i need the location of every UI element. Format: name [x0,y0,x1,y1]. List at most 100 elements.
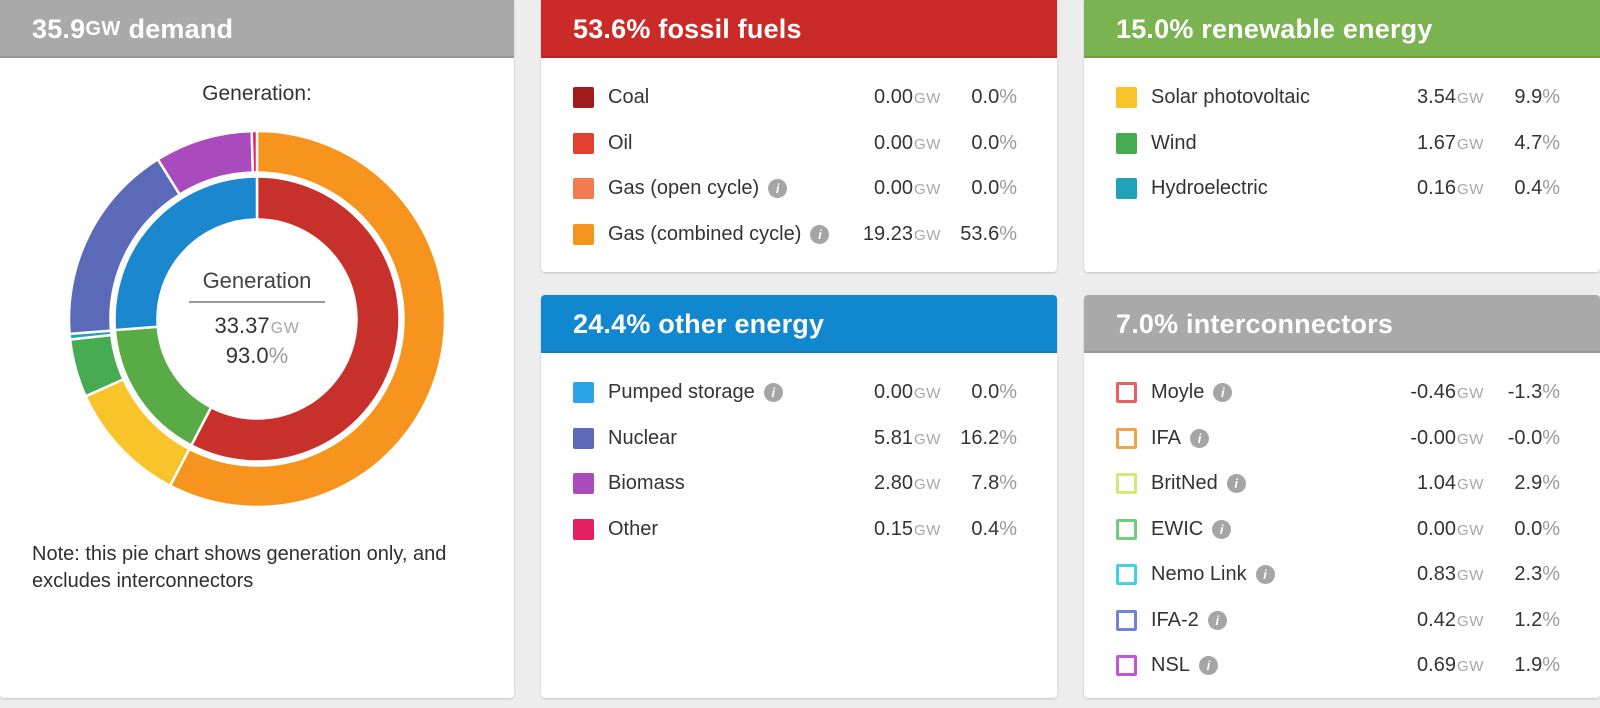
demand-value: 35.9 [32,13,86,44]
source-percent-value: 7.8% [971,472,1017,495]
demand-unit: GW [85,17,121,40]
source-percent-value: 53.6% [960,222,1017,245]
color-swatch-icon [573,427,594,449]
renewable-energy-rows: Solar photovoltaic 3.54GW 9.9% Wind 1.67… [1084,58,1600,212]
row-oil: Oil 0.00GW 0.0% [573,121,1017,167]
other-energy-header: 24.4% other energy [541,295,1057,353]
color-swatch-icon [573,382,594,404]
source-percent-value: 2.9% [1514,472,1560,495]
source-gw-value: 0.00GW [874,177,941,200]
info-icon[interactable]: i [1207,610,1227,630]
source-gw-value: 1.67GW [1417,131,1484,154]
info-icon[interactable]: i [1255,565,1275,585]
color-swatch-icon [1116,382,1137,404]
source-gw-value: 5.81GW [874,426,941,449]
source-label: Gas (combined cycle) [608,222,802,245]
row-gas-open-cycle-: Gas (open cycle) i 0.00GW 0.0% [573,166,1017,212]
row-hydroelectric: Hydroelectric 0.16GW 0.4% [1116,166,1560,212]
row-other: Other 0.15GW 0.4% [573,507,1017,553]
color-swatch-icon [573,87,594,109]
source-percent-value: 0.0% [1514,517,1560,540]
color-swatch-icon [1116,87,1137,109]
interconnectors-header: 7.0% interconnectors [1084,295,1600,353]
row-pumped-storage: Pumped storage i 0.00GW 0.0% [573,370,1017,416]
other-energy-panel: 24.4% other energy Pumped storage i 0.00… [541,295,1057,698]
source-label: Wind [1151,131,1197,154]
row-ewic: EWIC i 0.00GW 0.0% [1116,507,1560,553]
source-percent-value: 0.4% [1514,177,1560,200]
source-gw-value: 0.00GW [1417,517,1484,540]
color-swatch-icon [573,132,594,154]
row-ifa: IFA i -0.00GW -0.0% [1116,416,1560,462]
source-label: Gas (open cycle) [608,177,760,200]
source-gw-value: 0.83GW [1417,563,1484,586]
color-swatch-icon [1116,518,1137,540]
source-label: Solar photovoltaic [1151,86,1310,109]
source-percent-value: 0.0% [971,177,1017,200]
color-swatch-icon [1116,609,1137,631]
source-percent-value: 1.2% [1514,608,1560,631]
interconnectors-rows: Moyle i -0.46GW -1.3% IFA i -0.00GW -0.0… [1084,353,1600,689]
source-label: Biomass [608,472,685,495]
source-percent-value: -1.3% [1507,381,1560,404]
source-gw-value: 0.42GW [1417,608,1484,631]
demand-panel-header: 35.9 GW demand [0,0,514,58]
fossil-fuels-panel: 53.6% fossil fuels Coal 0.00GW 0.0% Oil … [541,0,1057,272]
row-biomass: Biomass 2.80GW 7.8% [573,461,1017,507]
source-label: IFA [1151,426,1182,449]
source-label: IFA-2 [1151,608,1199,631]
source-label: Moyle [1151,381,1205,404]
color-swatch-icon [573,223,594,245]
source-label: Nuclear [608,426,677,449]
row-solar-photovoltaic: Solar photovoltaic 3.54GW 9.9% [1116,75,1560,121]
info-icon[interactable]: i [1226,474,1246,494]
info-icon[interactable]: i [1198,656,1218,676]
donut-segment-gas-combined-cycle- [168,129,447,509]
info-icon[interactable]: i [768,179,788,199]
source-percent-value: 16.2% [960,426,1017,449]
donut-segment-fossil-fuels [189,175,401,463]
interconnectors-panel: 7.0% interconnectors Moyle i -0.46GW -1.… [1084,295,1600,698]
source-gw-value: 2.80GW [874,472,941,495]
source-label: Nemo Link [1151,563,1247,586]
row-ifa-2: IFA-2 i 0.42GW 1.2% [1116,598,1560,644]
other-energy-rows: Pumped storage i 0.00GW 0.0% Nuclear 5.8… [541,353,1057,552]
source-gw-value: 0.15GW [874,517,941,540]
info-icon[interactable]: i [810,224,830,244]
donut-svg [67,129,447,509]
color-swatch-icon [1116,564,1137,586]
source-percent-value: -0.0% [1507,426,1560,449]
source-gw-value: 0.16GW [1417,177,1484,200]
info-icon[interactable]: i [1212,519,1232,539]
color-swatch-icon [1116,427,1137,449]
row-nemo-link: Nemo Link i 0.83GW 2.3% [1116,552,1560,598]
source-gw-value: 3.54GW [1417,86,1484,109]
source-gw-value: -0.00GW [1410,426,1484,449]
info-icon[interactable]: i [1213,383,1233,403]
row-nuclear: Nuclear 5.81GW 16.2% [573,416,1017,462]
donut-segment-other-energy [113,175,259,332]
color-swatch-icon [573,178,594,200]
generation-donut-chart[interactable]: Generation 33.37GW 93.0% [61,123,453,515]
source-label: BritNed [1151,472,1218,495]
color-swatch-icon [1116,473,1137,495]
source-gw-value: 19.23GW [862,222,941,245]
source-gw-value: 0.69GW [1417,654,1484,677]
pie-chart-note: Note: this pie chart shows generation on… [32,543,447,592]
source-percent-value: 9.9% [1514,86,1560,109]
renewable-energy-header: 15.0% renewable energy [1084,0,1600,58]
color-swatch-icon [573,473,594,495]
source-label: Hydroelectric [1151,177,1268,200]
color-swatch-icon [1116,655,1137,677]
source-percent-value: 4.7% [1514,131,1560,154]
source-gw-value: -0.46GW [1410,381,1484,404]
source-percent-value: 0.0% [971,86,1017,109]
info-icon[interactable]: i [1190,428,1210,448]
source-percent-value: 0.0% [971,381,1017,404]
source-percent-value: 0.0% [971,131,1017,154]
source-label: NSL [1151,654,1190,677]
source-gw-value: 0.00GW [874,381,941,404]
generation-chart-heading: Generation: [202,82,312,105]
info-icon[interactable]: i [763,383,783,403]
